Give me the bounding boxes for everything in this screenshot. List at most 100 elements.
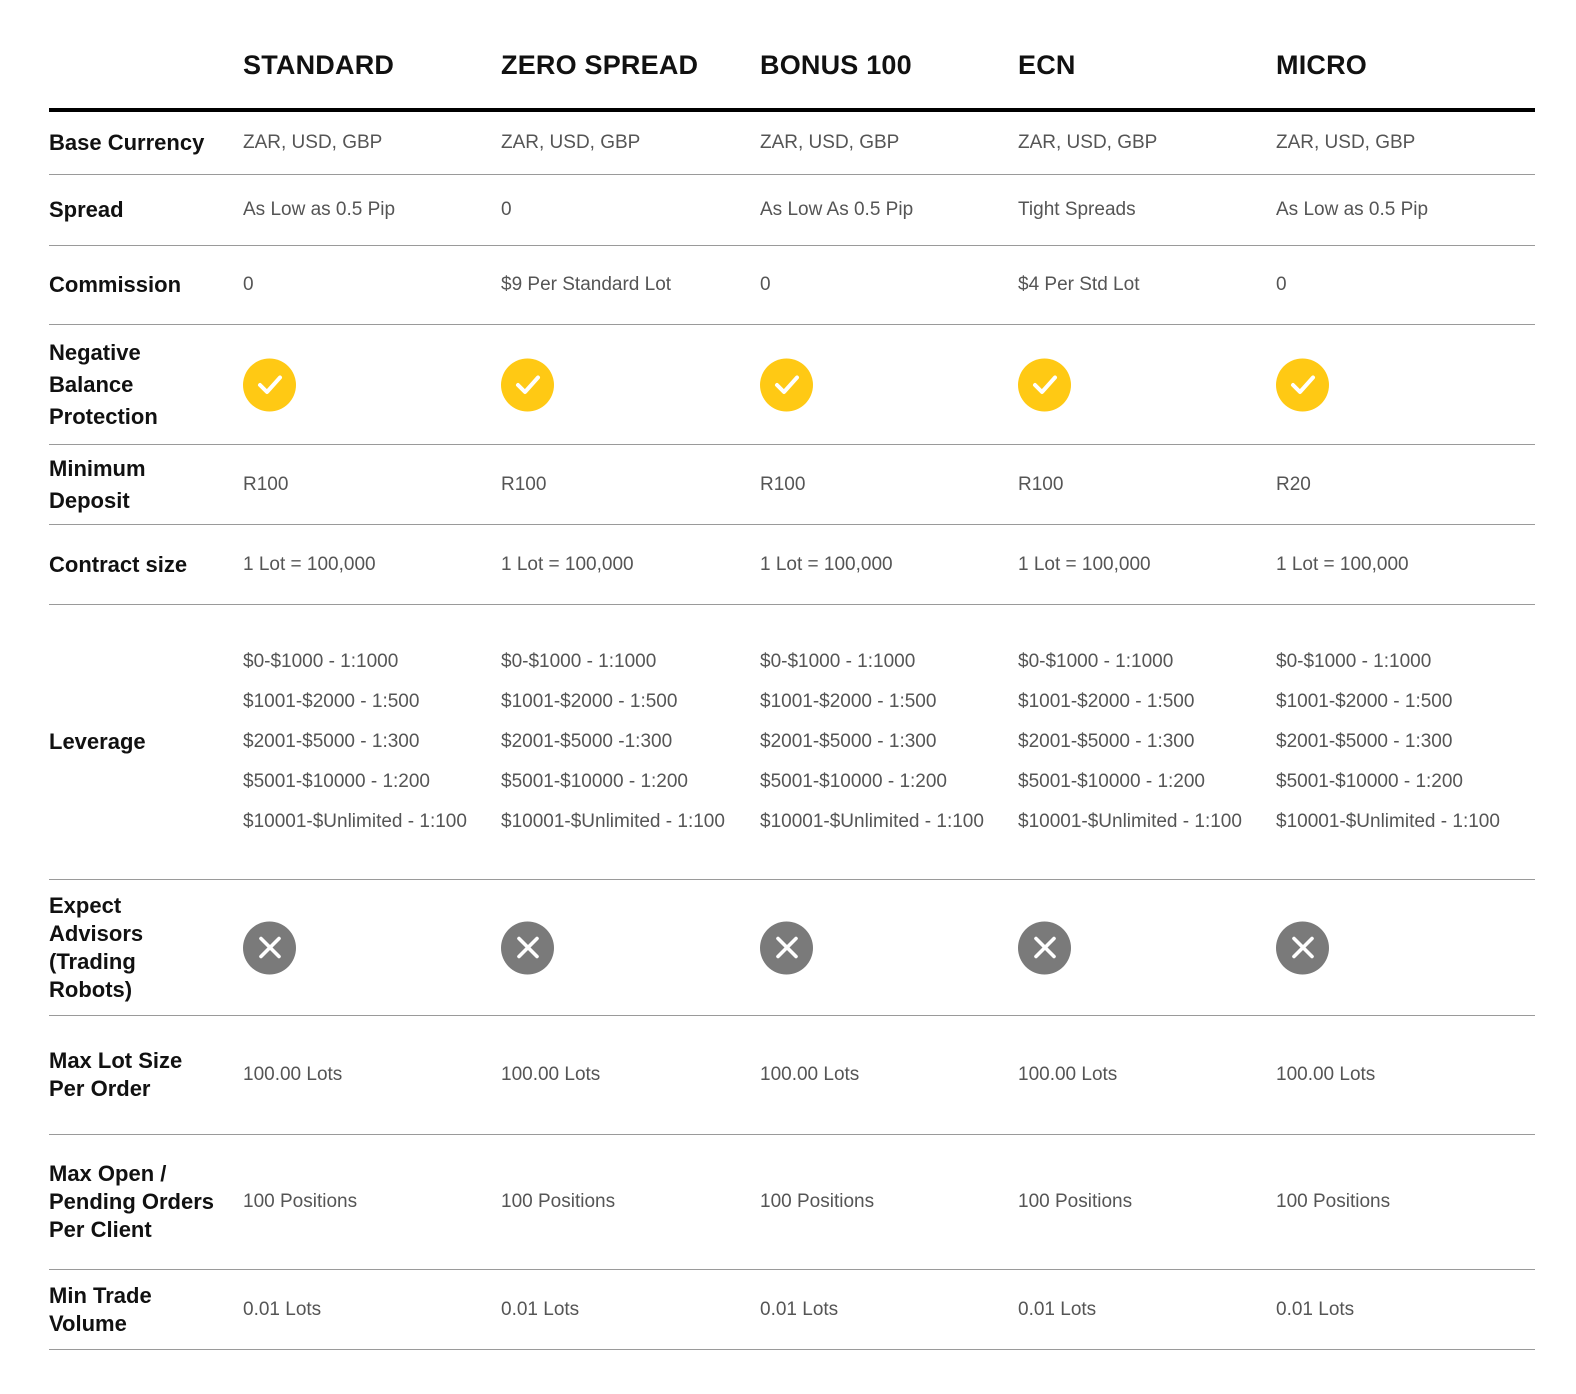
cross-icon	[243, 921, 296, 974]
cross-icon	[1276, 921, 1329, 974]
cell-commission-bonus-100: 0	[760, 274, 771, 295]
cell-min-trade-volume-ecn: 0.01 Lots	[1018, 1298, 1097, 1320]
cell-min-trade-volume-zero-spread: 0.01 Lots	[501, 1298, 580, 1320]
cell-minimum-deposit-bonus-100: R100	[760, 473, 806, 495]
cell-max-open-orders-micro: 100 Positions	[1276, 1191, 1391, 1212]
leverage-tier: $0-$1000 - 1:1000	[243, 651, 399, 672]
cell-max-open-orders-standard: 100 Positions	[243, 1191, 358, 1212]
row-label-line: Advisors	[49, 920, 144, 946]
cell-max-open-orders-ecn: 100 Positions	[1018, 1191, 1133, 1212]
leverage-tier: $0-$1000 - 1:1000	[760, 651, 916, 672]
cell-contract-size-micro: 1 Lot = 100,000	[1276, 553, 1409, 575]
row-label-max-lot-size: Max Lot Size Per Order	[49, 1047, 229, 1103]
cell-spread-zero-spread: 0	[501, 199, 512, 220]
account-comparison-table: STANDARD ZERO SPREAD BONUS 100 ECN MICRO…	[49, 0, 1535, 1350]
cell-minimum-deposit-standard: R100	[243, 473, 289, 495]
cell-base-currency-zero-spread: ZAR, USD, GBP	[501, 132, 641, 153]
leverage-tier: $10001-$Unlimited - 1:100	[243, 811, 467, 832]
row-label-contract-size: Contract size	[49, 551, 188, 577]
cell-base-currency-bonus-100: ZAR, USD, GBP	[760, 132, 900, 153]
cell-max-open-orders-bonus-100: 100 Positions	[760, 1191, 875, 1212]
row-label-line: Min Trade	[49, 1282, 152, 1308]
column-header-bonus-100: BONUS 100	[760, 50, 912, 80]
cell-minimum-deposit-ecn: R100	[1018, 473, 1064, 495]
column-header-zero-spread: ZERO SPREAD	[501, 50, 699, 80]
row-max-lot-size: Max Lot Size Per Order 100.00 Lots 100.0…	[49, 1016, 1535, 1135]
row-label-commission: Commission	[49, 272, 182, 297]
cell-leverage-zero-spread: $0-$1000 - 1:1000 $1001-$2000 - 1:500 $2…	[501, 642, 725, 842]
leverage-tier: $2001-$5000 -1:300	[501, 731, 673, 752]
leverage-tier: $1001-$2000 - 1:500	[760, 691, 937, 712]
cross-icon	[1018, 921, 1071, 974]
cell-commission-micro: 0	[1276, 274, 1287, 295]
row-label-max-open-orders: Max Open / Pending Orders Per Client	[49, 1160, 239, 1244]
cell-contract-size-zero-spread: 1 Lot = 100,000	[501, 553, 634, 575]
cell-max-lot-size-standard: 100.00 Lots	[243, 1064, 343, 1085]
row-base-currency: Base Currency ZAR, USD, GBP ZAR, USD, GB…	[49, 112, 1535, 175]
row-label-negative-balance-protection: Negative Balance Protection	[49, 337, 229, 433]
cell-min-trade-volume-standard: 0.01 Lots	[243, 1298, 322, 1320]
cell-min-trade-volume-micro: 0.01 Lots	[1276, 1298, 1355, 1320]
leverage-tier: $5001-$10000 - 1:200	[243, 771, 430, 792]
leverage-tier: $10001-$Unlimited - 1:100	[1018, 811, 1242, 832]
leverage-tier: $5001-$10000 - 1:200	[760, 771, 947, 792]
row-label-line: Protection	[49, 403, 158, 429]
cell-leverage-ecn: $0-$1000 - 1:1000 $1001-$2000 - 1:500 $2…	[1018, 642, 1242, 842]
row-label-line: Pending Orders	[49, 1189, 215, 1214]
row-label-line: Max Open /	[49, 1161, 167, 1186]
row-label-min-trade-volume: Min Trade Volume	[49, 1282, 229, 1338]
check-icon	[1276, 358, 1329, 411]
row-label-line: Volume	[49, 1310, 127, 1336]
check-icon	[1018, 358, 1071, 411]
cell-spread-ecn: Tight Spreads	[1018, 199, 1136, 220]
cell-max-lot-size-bonus-100: 100.00 Lots	[760, 1064, 860, 1085]
leverage-tier: $1001-$2000 - 1:500	[1018, 691, 1195, 712]
leverage-tier: $1001-$2000 - 1:500	[501, 691, 678, 712]
table-header-row: STANDARD ZERO SPREAD BONUS 100 ECN MICRO	[49, 0, 1535, 112]
row-label-line: Expect	[49, 892, 122, 918]
leverage-tier: $2001-$5000 - 1:300	[1276, 731, 1453, 752]
row-spread: Spread As Low as 0.5 Pip 0 As Low As 0.5…	[49, 175, 1535, 246]
cell-minimum-deposit-zero-spread: R100	[501, 473, 547, 495]
cell-max-open-orders-zero-spread: 100 Positions	[501, 1191, 616, 1212]
cell-leverage-bonus-100: $0-$1000 - 1:1000 $1001-$2000 - 1:500 $2…	[760, 642, 984, 842]
row-label-line: Balance	[49, 371, 134, 397]
cell-contract-size-bonus-100: 1 Lot = 100,000	[760, 553, 893, 575]
leverage-tier: $1001-$2000 - 1:500	[1276, 691, 1453, 712]
leverage-tier: $5001-$10000 - 1:200	[1018, 771, 1205, 792]
row-label-line: Per Client	[49, 1217, 152, 1242]
cell-leverage-micro: $0-$1000 - 1:1000 $1001-$2000 - 1:500 $2…	[1276, 642, 1500, 842]
leverage-tier: $5001-$10000 - 1:200	[501, 771, 688, 792]
leverage-tier: $2001-$5000 - 1:300	[760, 731, 937, 752]
cell-base-currency-standard: ZAR, USD, GBP	[243, 132, 383, 153]
row-label-line: Robots)	[49, 976, 133, 1002]
cell-commission-ecn: $4 Per Std Lot	[1018, 274, 1140, 295]
row-label-base-currency: Base Currency	[49, 130, 205, 155]
leverage-tier: $2001-$5000 - 1:300	[1018, 731, 1195, 752]
column-header-ecn: ECN	[1018, 50, 1076, 80]
row-leverage: Leverage $0-$1000 - 1:1000 $1001-$2000 -…	[49, 605, 1535, 880]
cell-min-trade-volume-bonus-100: 0.01 Lots	[760, 1298, 839, 1320]
leverage-tier: $0-$1000 - 1:1000	[1276, 651, 1432, 672]
cell-leverage-standard: $0-$1000 - 1:1000 $1001-$2000 - 1:500 $2…	[243, 642, 467, 842]
row-negative-balance-protection: Negative Balance Protection	[49, 325, 1535, 445]
cell-spread-bonus-100: As Low As 0.5 Pip	[760, 199, 914, 220]
column-header-standard: STANDARD	[243, 50, 395, 80]
row-label-spread: Spread	[49, 197, 124, 222]
cell-commission-zero-spread: $9 Per Standard Lot	[501, 274, 672, 295]
row-minimum-deposit: Minimum Deposit R100 R100 R100 R100 R20	[49, 445, 1535, 525]
leverage-tier: $10001-$Unlimited - 1:100	[1276, 811, 1500, 832]
cell-contract-size-standard: 1 Lot = 100,000	[243, 553, 376, 575]
row-label-line: Negative	[49, 339, 141, 365]
row-label-expert-advisors: Expect Advisors (Trading Robots)	[49, 892, 229, 1004]
cell-commission-standard: 0	[243, 274, 254, 295]
cell-base-currency-ecn: ZAR, USD, GBP	[1018, 132, 1158, 153]
row-contract-size: Contract size 1 Lot = 100,000 1 Lot = 10…	[49, 525, 1535, 605]
cross-icon	[501, 921, 554, 974]
check-icon	[243, 358, 296, 411]
row-label-line: (Trading	[49, 948, 136, 974]
cell-contract-size-ecn: 1 Lot = 100,000	[1018, 553, 1151, 575]
cell-max-lot-size-ecn: 100.00 Lots	[1018, 1064, 1118, 1085]
row-label-line: Minimum	[49, 455, 146, 481]
cell-base-currency-micro: ZAR, USD, GBP	[1276, 132, 1416, 153]
